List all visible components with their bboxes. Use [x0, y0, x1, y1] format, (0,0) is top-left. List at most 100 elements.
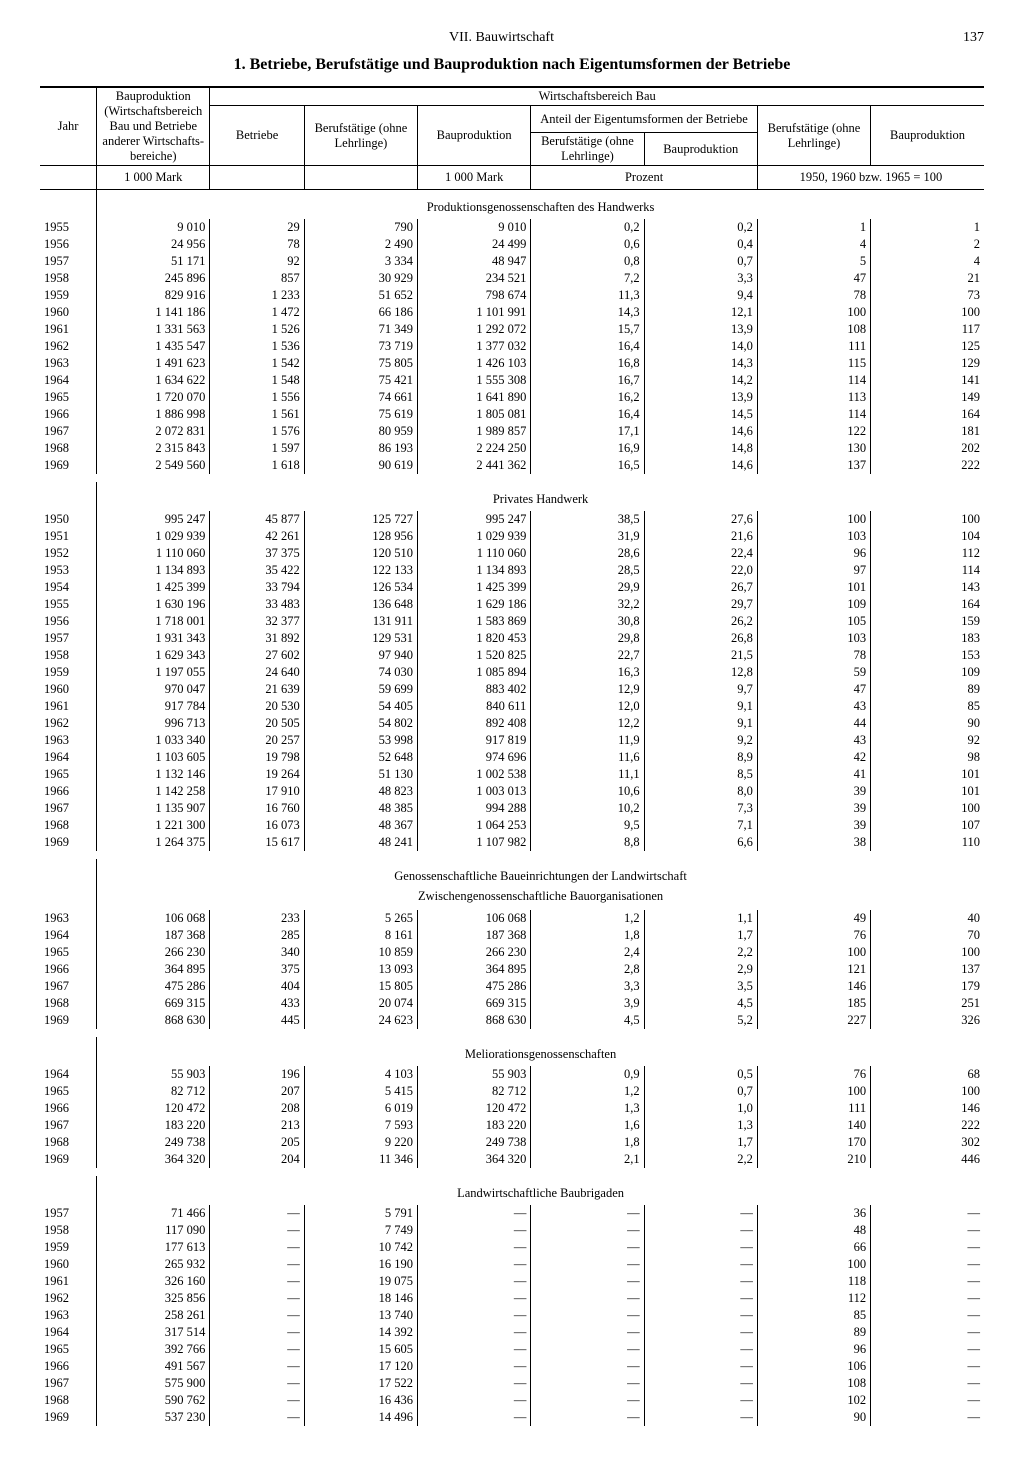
- cell-value: —: [418, 1341, 531, 1358]
- table-row: 1959177 613—10 742———66—: [40, 1239, 984, 1256]
- cell-value: 28,5: [531, 562, 644, 579]
- cell-value: 0,9: [531, 1066, 644, 1083]
- cell-value: —: [871, 1409, 984, 1426]
- cell-year: 1965: [40, 1083, 97, 1100]
- cell-value: 100: [871, 511, 984, 528]
- cell-value: 80 959: [304, 423, 417, 440]
- cell-value: 445: [210, 1012, 304, 1029]
- cell-year: 1957: [40, 630, 97, 647]
- cell-value: 48: [757, 1222, 870, 1239]
- cell-value: 2,2: [644, 944, 757, 961]
- cell-year: 1951: [40, 528, 97, 545]
- table-row: 19601 141 1861 47266 1861 101 99114,312,…: [40, 304, 984, 321]
- section-title: Landwirtschaftliche Baubrigaden: [97, 1176, 984, 1205]
- cell-value: 42 261: [210, 528, 304, 545]
- cell-value: 85: [757, 1307, 870, 1324]
- cell-year: 1963: [40, 732, 97, 749]
- cell-value: —: [418, 1324, 531, 1341]
- cell-value: 21,5: [644, 647, 757, 664]
- section-subtitle: Zwischengenossenschaftliche Bauorganisat…: [97, 888, 984, 910]
- cell-value: 1,8: [531, 1134, 644, 1151]
- cell-year: 1960: [40, 304, 97, 321]
- cell-year: 1958: [40, 1222, 97, 1239]
- cell-value: 185: [757, 995, 870, 1012]
- cell-value: 1,8: [531, 927, 644, 944]
- cell-value: 110: [871, 834, 984, 851]
- table-row: 19661 142 25817 91048 8231 003 01310,68,…: [40, 783, 984, 800]
- cell-value: —: [644, 1222, 757, 1239]
- cell-year: 1969: [40, 1409, 97, 1426]
- cell-value: 8,9: [644, 749, 757, 766]
- cell-value: 90 619: [304, 457, 417, 474]
- cell-value: 47: [757, 270, 870, 287]
- cell-value: 105: [757, 613, 870, 630]
- cell-year: 1956: [40, 613, 97, 630]
- cell-value: 17 522: [304, 1375, 417, 1392]
- cell-value: 4,5: [644, 995, 757, 1012]
- cell-value: 78: [757, 647, 870, 664]
- cell-year: 1969: [40, 1012, 97, 1029]
- cell-value: 10,2: [531, 800, 644, 817]
- cell-value: 11,9: [531, 732, 644, 749]
- cell-value: 1 085 894: [418, 664, 531, 681]
- cell-year: 1967: [40, 978, 97, 995]
- cell-value: 177 613: [97, 1239, 210, 1256]
- cell-value: —: [210, 1205, 304, 1222]
- cell-value: 20 257: [210, 732, 304, 749]
- cell-year: 1953: [40, 562, 97, 579]
- cell-value: 92: [210, 253, 304, 270]
- cell-year: 1965: [40, 944, 97, 961]
- cell-year: 1968: [40, 1392, 97, 1409]
- cell-value: 51 652: [304, 287, 417, 304]
- table-row: 19551 630 19633 483136 6481 629 18632,22…: [40, 596, 984, 613]
- cell-value: —: [871, 1324, 984, 1341]
- cell-value: 82 712: [97, 1083, 210, 1100]
- cell-value: 1 576: [210, 423, 304, 440]
- cell-value: 364 895: [97, 961, 210, 978]
- cell-value: 249 738: [418, 1134, 531, 1151]
- cell-value: 111: [757, 1100, 870, 1117]
- cell-value: —: [210, 1290, 304, 1307]
- cell-year: 1969: [40, 1151, 97, 1168]
- cell-value: 1 426 103: [418, 355, 531, 372]
- table-row: 1950995 24745 877125 727995 24738,527,61…: [40, 511, 984, 528]
- cell-value: 1,6: [531, 1117, 644, 1134]
- cell-value: 103: [757, 528, 870, 545]
- cell-value: 7,2: [531, 270, 644, 287]
- unit-1: 1 000 Mark: [97, 166, 210, 190]
- cell-value: 96: [757, 545, 870, 562]
- cell-value: 120 472: [418, 1100, 531, 1117]
- cell-value: 26,7: [644, 579, 757, 596]
- cell-value: 1 141 186: [97, 304, 210, 321]
- cell-value: 109: [757, 596, 870, 613]
- cell-value: 1 101 991: [418, 304, 531, 321]
- table-row: 19531 134 89335 422122 1331 134 89328,52…: [40, 562, 984, 579]
- cell-value: 13 093: [304, 961, 417, 978]
- table-row: 1969364 32020411 346364 3202,12,2210446: [40, 1151, 984, 1168]
- cell-value: —: [644, 1409, 757, 1426]
- cell-value: 1 103 605: [97, 749, 210, 766]
- cell-value: 108: [757, 1375, 870, 1392]
- cell-year: 1954: [40, 579, 97, 596]
- cell-value: 39: [757, 800, 870, 817]
- cell-value: 16 436: [304, 1392, 417, 1409]
- cell-value: 251: [871, 995, 984, 1012]
- cell-value: 213: [210, 1117, 304, 1134]
- cell-value: 1 630 196: [97, 596, 210, 613]
- cell-value: —: [871, 1256, 984, 1273]
- table-row: 19681 221 30016 07348 3671 064 2539,57,1…: [40, 817, 984, 834]
- cell-year: 1965: [40, 389, 97, 406]
- cell-value: 35 422: [210, 562, 304, 579]
- cell-value: 1,1: [644, 910, 757, 927]
- cell-value: 868 630: [418, 1012, 531, 1029]
- cell-value: 204: [210, 1151, 304, 1168]
- cell-value: 1 377 032: [418, 338, 531, 355]
- cell-value: 790: [304, 219, 417, 236]
- cell-value: 325 856: [97, 1290, 210, 1307]
- cell-value: 48 385: [304, 800, 417, 817]
- cell-value: 74 030: [304, 664, 417, 681]
- cell-year: 1963: [40, 355, 97, 372]
- cell-value: 170: [757, 1134, 870, 1151]
- table-row: 1969868 63044524 623868 6304,55,2227326: [40, 1012, 984, 1029]
- cell-value: 1 132 146: [97, 766, 210, 783]
